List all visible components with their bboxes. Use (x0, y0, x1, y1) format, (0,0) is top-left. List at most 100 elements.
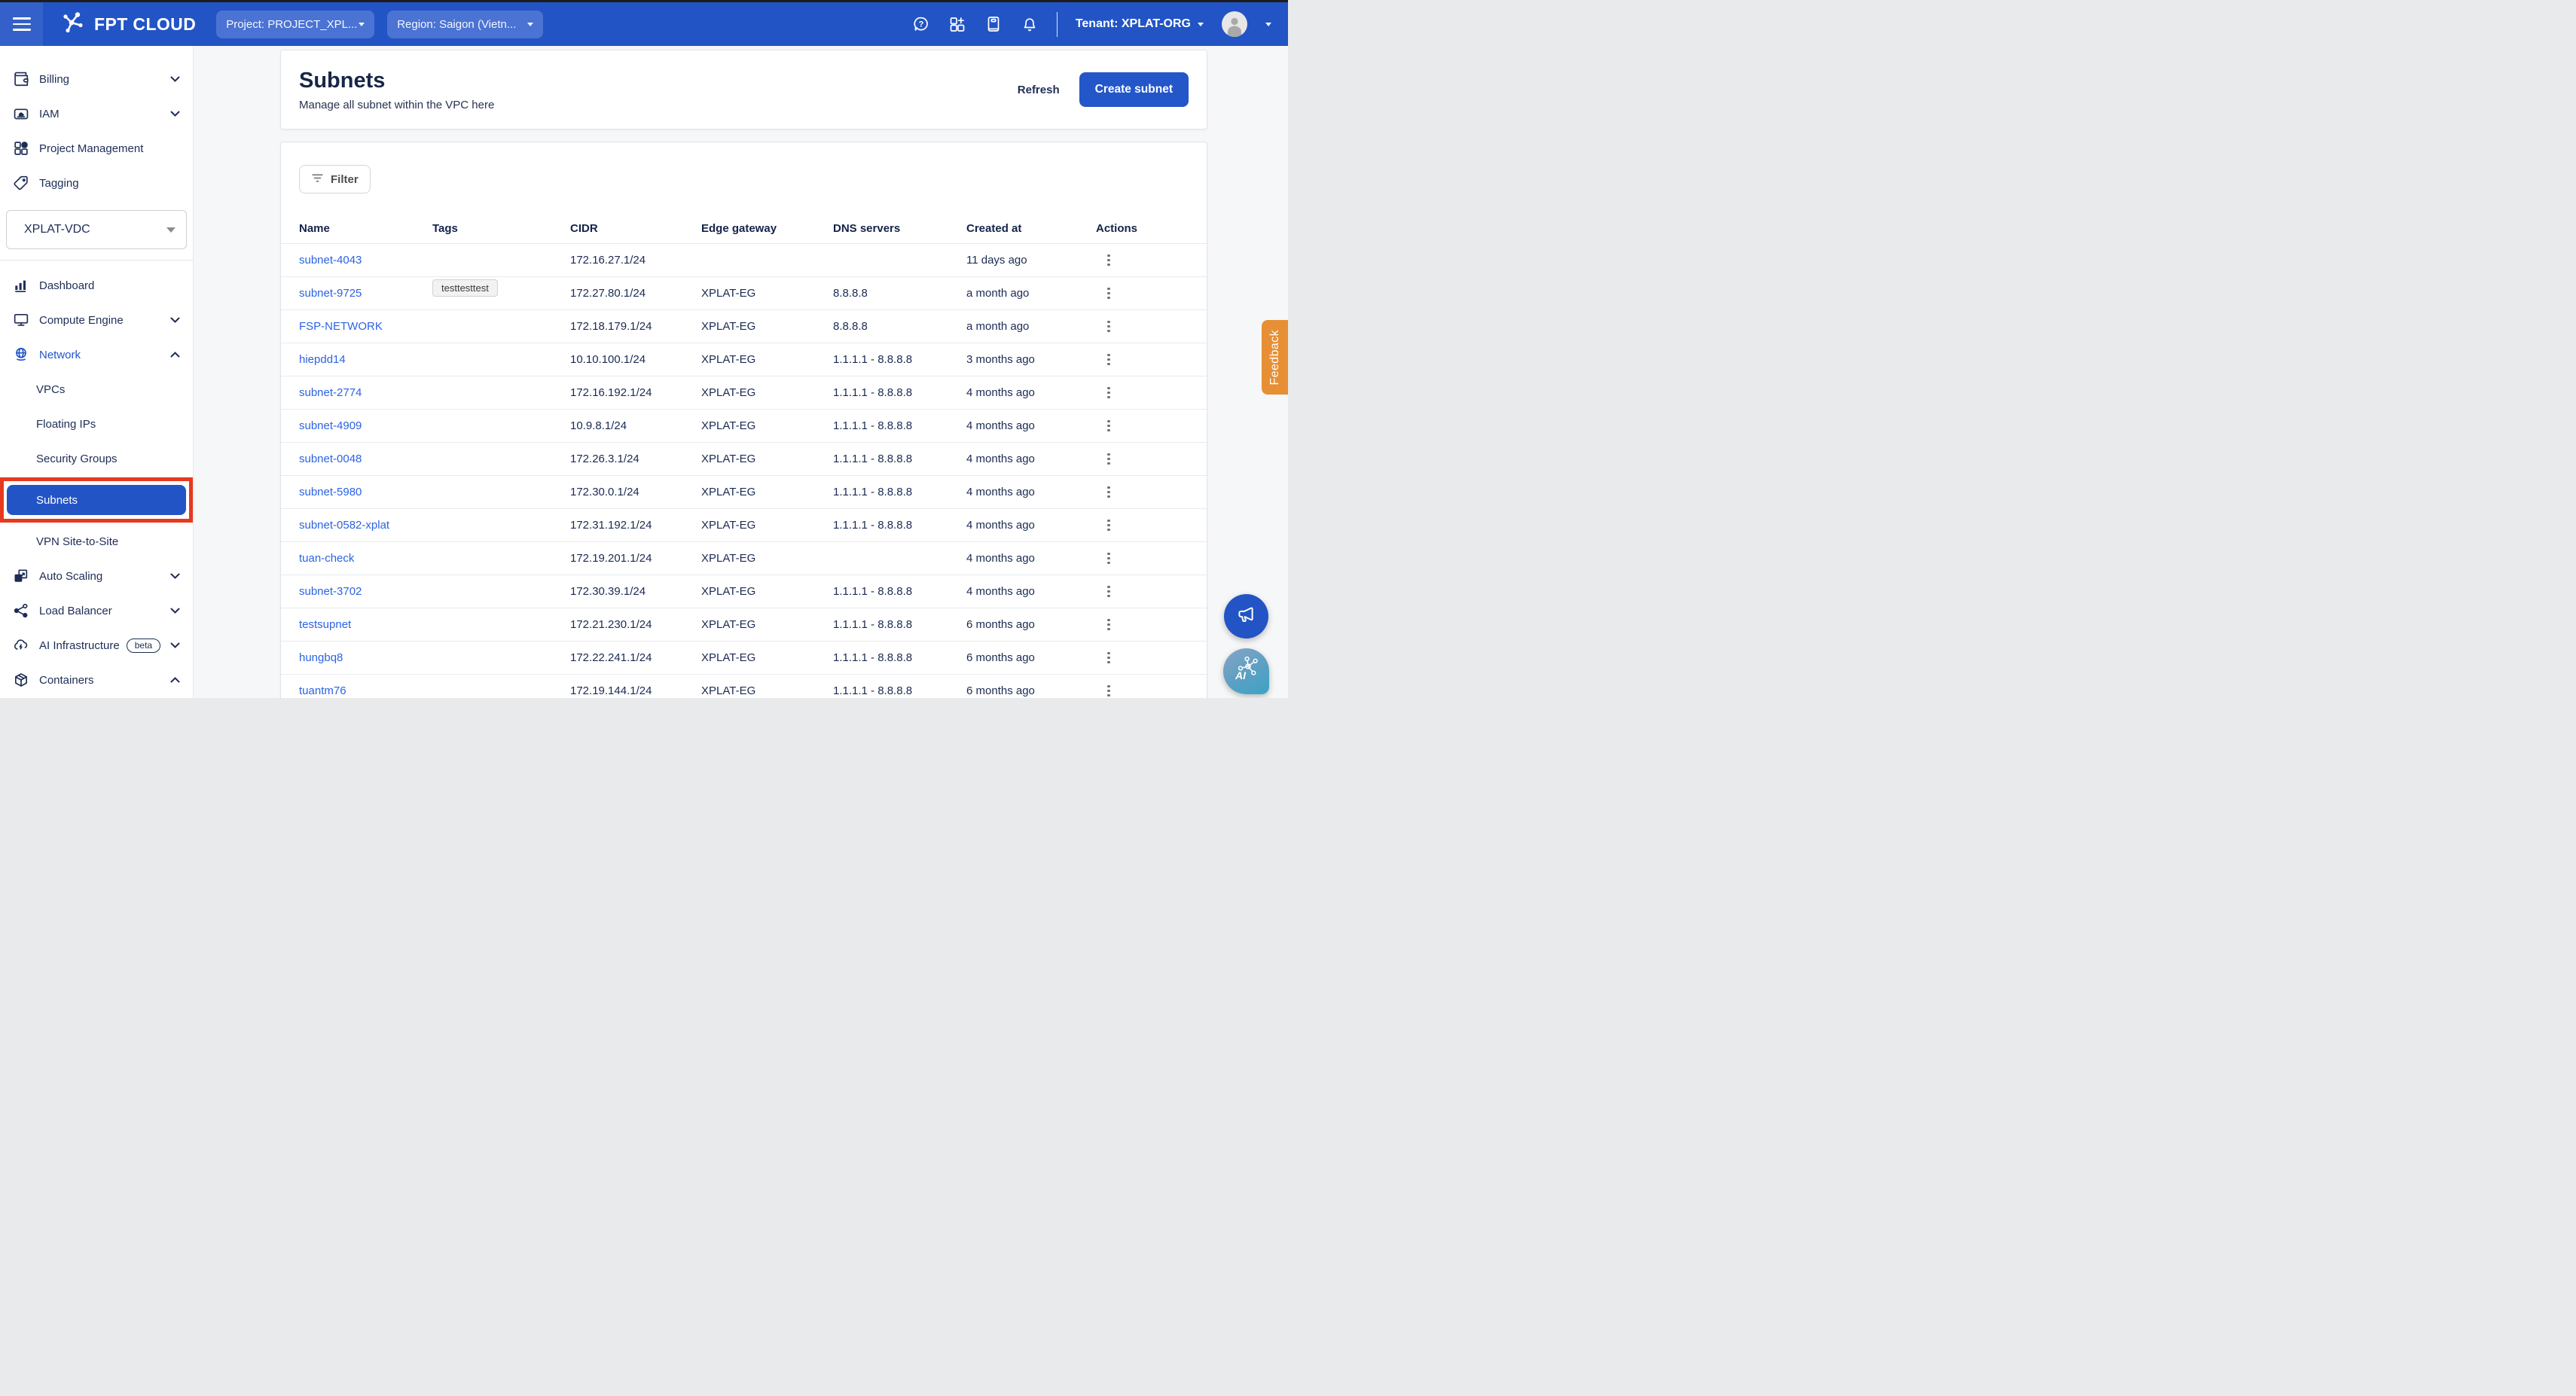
sidebar-item-project-management[interactable]: Project Management (0, 131, 193, 166)
row-actions-kebab-icon[interactable] (1102, 518, 1116, 533)
cell-cidr: 10.10.100.1/24 (570, 353, 646, 366)
cell-created-at: 4 months ago (966, 453, 1035, 465)
docs-icon[interactable] (984, 15, 1003, 33)
filter-button[interactable]: Filter (299, 165, 371, 194)
sidebar-item-network[interactable]: Network (0, 337, 193, 372)
cell-tags: testtesttest (432, 279, 570, 302)
cell-cidr: 172.22.241.1/24 (570, 651, 652, 664)
sidebar-item-billing[interactable]: Billing (0, 62, 193, 96)
row-actions-kebab-icon[interactable] (1102, 551, 1116, 566)
sidebar-item-auto-scaling[interactable]: Auto Scaling (0, 559, 193, 593)
ai-assistant-fab[interactable]: AI (1223, 648, 1269, 694)
subnet-name-link[interactable]: subnet-3702 (299, 585, 362, 598)
sidebar-item-subnets[interactable]: Subnets (7, 485, 186, 515)
row-actions-kebab-icon[interactable] (1102, 617, 1116, 632)
sidebar-item-dashboard[interactable]: Dashboard (0, 268, 193, 303)
subnet-name-link[interactable]: subnet-4043 (299, 254, 362, 267)
sidebar-item-load-balancer[interactable]: Load Balancer (0, 593, 193, 628)
grid-icon (13, 140, 29, 157)
apps-icon[interactable] (948, 15, 966, 33)
avatar[interactable] (1222, 11, 1247, 37)
caret-down-icon (1198, 22, 1204, 26)
cell-dns: 1.1.1.1 - 8.8.8.8 (833, 585, 913, 598)
table-row: subnet-3702 172.30.39.1/24 XPLAT-EG 1.1.… (281, 575, 1207, 608)
wallet-icon (13, 71, 29, 87)
region-selector[interactable]: Region: Saigon (Vietn... (387, 10, 544, 38)
cell-dns: 1.1.1.1 - 8.8.8.8 (833, 519, 913, 532)
create-subnet-button[interactable]: Create subnet (1079, 72, 1189, 107)
sidebar-item-tagging[interactable]: Tagging (0, 166, 193, 200)
sidebar-item-security-groups[interactable]: Security Groups (0, 441, 193, 476)
subnet-name-link[interactable]: subnet-0582-xplat (299, 519, 390, 532)
subnet-name-link[interactable]: subnet-9725 (299, 287, 362, 300)
sidebar-item-containers[interactable]: Containers (0, 663, 193, 697)
row-actions-kebab-icon[interactable] (1102, 419, 1116, 434)
sidebar-item-ai-infrastructure[interactable]: AI Infrastructure beta (0, 628, 193, 663)
cell-cidr: 172.21.230.1/24 (570, 618, 652, 631)
refresh-button[interactable]: Refresh (1017, 83, 1060, 96)
vdc-select[interactable]: XPLAT-VDC (6, 210, 187, 249)
subnet-name-link[interactable]: subnet-0048 (299, 453, 362, 465)
table-row: hiepdd14 10.10.100.1/24 XPLAT-EG 1.1.1.1… (281, 343, 1207, 376)
sidebar-item-label: Tagging (39, 176, 79, 190)
tenant-label: Tenant: XPLAT-ORG (1075, 17, 1191, 30)
subnet-name-link[interactable]: hiepdd14 (299, 353, 346, 366)
cell-created-at: a month ago (966, 320, 1030, 333)
row-actions-kebab-icon[interactable] (1102, 319, 1116, 334)
brand-logo: FPT CLOUD (61, 10, 196, 39)
cell-edge-gateway: XPLAT-EG (701, 453, 756, 465)
project-selector[interactable]: Project: PROJECT_XPL... (216, 10, 375, 38)
column-header: DNS servers (833, 221, 901, 235)
sidebar-item-floating-ips[interactable]: Floating IPs (0, 407, 193, 441)
row-actions-kebab-icon[interactable] (1102, 253, 1116, 268)
table-row: subnet-0582-xplat 172.31.192.1/24 XPLAT-… (281, 508, 1207, 541)
subnet-name-link[interactable]: subnet-4909 (299, 419, 362, 432)
cell-created-at: 4 months ago (966, 386, 1035, 399)
sidebar-item-vpcs[interactable]: VPCs (0, 372, 193, 407)
cell-edge-gateway: XPLAT-EG (701, 519, 756, 532)
caret-down-icon[interactable] (1265, 22, 1271, 26)
row-actions-kebab-icon[interactable] (1102, 352, 1116, 367)
row-actions-kebab-icon[interactable] (1102, 584, 1116, 599)
subnet-name-link[interactable]: hungbq8 (299, 651, 343, 664)
cell-created-at: 4 months ago (966, 585, 1035, 598)
top-navbar: FPT CLOUD Project: PROJECT_XPL... Region… (0, 2, 1288, 46)
row-actions-kebab-icon[interactable] (1102, 485, 1116, 500)
sidebar-item-vpn-site-to-site[interactable]: VPN Site-to-Site (0, 524, 193, 559)
help-icon[interactable]: ? (912, 15, 930, 33)
chevron-up-icon (170, 677, 180, 683)
cell-edge-gateway: XPLAT-EG (701, 552, 756, 565)
column-header: Tags (432, 221, 458, 235)
cell-created-at: 4 months ago (966, 552, 1035, 565)
tag-chip: testtesttest (432, 279, 498, 297)
feedback-tab[interactable]: Feedback (1262, 320, 1288, 395)
cell-created-at: a month ago (966, 287, 1030, 300)
column-header: Created at (966, 221, 1022, 235)
tenant-selector[interactable]: Tenant: XPLAT-ORG (1076, 17, 1204, 31)
sidebar-subitem-label: Subnets (36, 493, 78, 507)
cell-edge-gateway: XPLAT-EG (701, 618, 756, 631)
row-actions-kebab-icon[interactable] (1102, 386, 1116, 401)
subnet-name-link[interactable]: testsupnet (299, 618, 352, 631)
hamburger-menu-icon[interactable] (0, 2, 43, 46)
sidebar-item-label: Network (39, 348, 81, 361)
row-actions-kebab-icon[interactable] (1102, 286, 1116, 301)
subnet-name-link[interactable]: subnet-2774 (299, 386, 362, 399)
row-actions-kebab-icon[interactable] (1102, 651, 1116, 666)
announcements-fab[interactable] (1224, 594, 1268, 639)
subnet-name-link[interactable]: tuan-check (299, 552, 355, 565)
cell-cidr: 172.19.144.1/24 (570, 684, 652, 697)
sidebar-item-compute-engine[interactable]: Compute Engine (0, 303, 193, 337)
ai-assistant-icon: AI (1232, 655, 1261, 687)
subnet-name-link[interactable]: subnet-5980 (299, 486, 362, 498)
notifications-bell-icon[interactable] (1021, 15, 1039, 33)
row-actions-kebab-icon[interactable] (1102, 452, 1116, 467)
subnet-name-link[interactable]: FSP-NETWORK (299, 320, 383, 333)
sidebar-item-iam[interactable]: IAM (0, 96, 193, 131)
cell-created-at: 4 months ago (966, 419, 1035, 432)
table-row: subnet-2774 172.16.192.1/24 XPLAT-EG 1.1… (281, 376, 1207, 409)
subnet-name-link[interactable]: tuantm76 (299, 684, 346, 697)
table-row: hungbq8 172.22.241.1/24 XPLAT-EG 1.1.1.1… (281, 641, 1207, 674)
row-actions-kebab-icon[interactable] (1102, 684, 1116, 699)
monitor-icon (13, 312, 29, 328)
